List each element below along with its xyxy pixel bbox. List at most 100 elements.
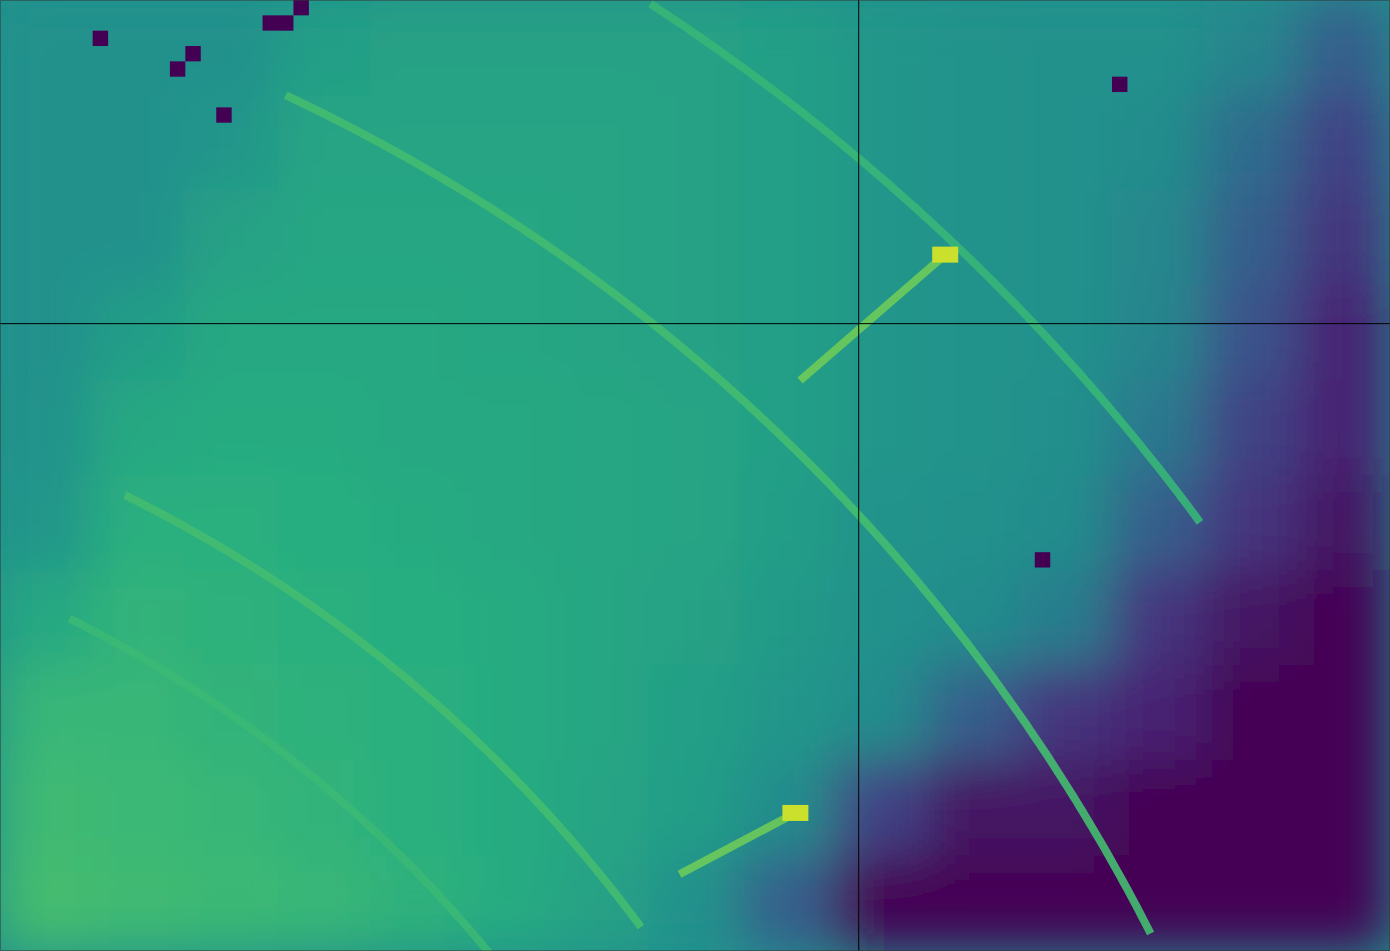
cell bbox=[1112, 0, 1206, 96]
cell bbox=[1112, 190, 1206, 286]
cell bbox=[185, 95, 279, 191]
crosshair-horizontal bbox=[0, 323, 1390, 324]
dead-pixel bbox=[93, 31, 108, 46]
cell bbox=[741, 570, 835, 666]
cell bbox=[556, 285, 650, 381]
cell bbox=[1019, 190, 1113, 286]
cell bbox=[1019, 0, 1113, 96]
cell bbox=[556, 95, 650, 191]
dead-pixel bbox=[185, 46, 200, 61]
dead-pixels bbox=[93, 0, 1128, 568]
cell bbox=[185, 855, 279, 951]
dead-pixel bbox=[278, 15, 293, 30]
cell bbox=[1297, 570, 1390, 666]
cell bbox=[278, 665, 372, 761]
cell bbox=[1112, 760, 1206, 856]
cell bbox=[1204, 190, 1298, 286]
cell bbox=[463, 380, 557, 476]
cell bbox=[1204, 0, 1298, 96]
plot-area bbox=[0, 0, 1390, 951]
heatmap bbox=[0, 0, 1390, 951]
cell bbox=[1019, 95, 1113, 191]
cell bbox=[463, 570, 557, 666]
cell bbox=[648, 475, 742, 571]
cell bbox=[1297, 855, 1390, 951]
cell bbox=[1112, 855, 1206, 951]
cell bbox=[926, 855, 1020, 951]
ring-arc bbox=[125, 495, 641, 927]
cell bbox=[556, 855, 650, 951]
cell bbox=[92, 95, 186, 191]
ring-arc bbox=[70, 619, 490, 951]
cell bbox=[92, 380, 186, 476]
dead-pixel bbox=[263, 15, 278, 30]
cell bbox=[1297, 95, 1390, 191]
streak-tip bbox=[932, 247, 958, 263]
cell bbox=[741, 380, 835, 476]
cell bbox=[0, 665, 93, 761]
cell bbox=[648, 760, 742, 856]
cell bbox=[0, 760, 93, 856]
cell bbox=[648, 95, 742, 191]
cell bbox=[278, 760, 372, 856]
cell bbox=[185, 570, 279, 666]
streak bbox=[680, 813, 796, 874]
streak bbox=[800, 255, 945, 381]
cell bbox=[463, 0, 557, 96]
cell bbox=[370, 0, 464, 96]
cell bbox=[834, 285, 928, 381]
cell bbox=[1112, 570, 1206, 666]
cell bbox=[834, 0, 928, 96]
streaks bbox=[680, 247, 959, 875]
cell bbox=[185, 190, 279, 286]
cell bbox=[834, 665, 928, 761]
cell bbox=[0, 570, 93, 666]
cell bbox=[463, 285, 557, 381]
crosshair bbox=[0, 0, 1390, 951]
cell bbox=[0, 475, 93, 571]
cell bbox=[370, 475, 464, 571]
cell bbox=[834, 475, 928, 571]
cell bbox=[648, 380, 742, 476]
dead-pixel bbox=[1112, 77, 1127, 92]
cell bbox=[1297, 380, 1390, 476]
cell bbox=[1204, 95, 1298, 191]
cell bbox=[370, 380, 464, 476]
cell bbox=[741, 95, 835, 191]
cell bbox=[1297, 475, 1390, 571]
cell bbox=[463, 95, 557, 191]
dead-pixel bbox=[216, 107, 231, 122]
cell bbox=[92, 760, 186, 856]
cell bbox=[1204, 475, 1298, 571]
cell bbox=[185, 285, 279, 381]
cell bbox=[741, 855, 835, 951]
plot-frame bbox=[1, 1, 1390, 951]
ring-arc bbox=[286, 95, 1151, 933]
cell bbox=[1019, 855, 1113, 951]
cell bbox=[556, 665, 650, 761]
cell bbox=[1019, 475, 1113, 571]
cell bbox=[0, 95, 93, 191]
cell bbox=[556, 190, 650, 286]
cell bbox=[1204, 380, 1298, 476]
cell bbox=[556, 380, 650, 476]
cell bbox=[926, 380, 1020, 476]
cell bbox=[556, 570, 650, 666]
cell bbox=[278, 380, 372, 476]
cell bbox=[92, 0, 186, 96]
cell bbox=[92, 855, 186, 951]
cell bbox=[278, 95, 372, 191]
crosshair-vertical bbox=[858, 0, 859, 951]
cell bbox=[0, 0, 93, 96]
cell bbox=[185, 380, 279, 476]
cell bbox=[1112, 285, 1206, 381]
cell bbox=[0, 855, 93, 951]
cell bbox=[0, 380, 93, 476]
cell bbox=[1204, 855, 1298, 951]
dead-pixel bbox=[293, 0, 308, 15]
cell bbox=[926, 190, 1020, 286]
cell bbox=[926, 95, 1020, 191]
cell bbox=[278, 285, 372, 381]
cell bbox=[185, 0, 279, 96]
ring-arc bbox=[650, 4, 1200, 523]
